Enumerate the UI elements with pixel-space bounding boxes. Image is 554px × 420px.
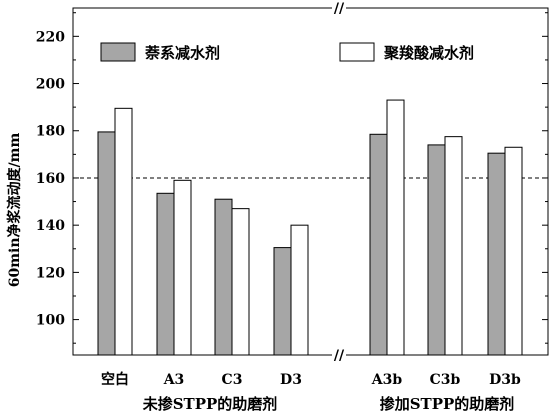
- legend-swatch-naphthalene: [100, 42, 136, 62]
- legend: 萘系减水剂 聚羧酸减水剂: [100, 42, 474, 62]
- y-tick-label: 140: [36, 218, 65, 234]
- x-tick-label: A3b: [371, 372, 403, 388]
- bar-萘系减水剂-C3: [214, 198, 233, 356]
- bar-萘系减水剂-空白: [97, 131, 116, 356]
- bar-聚羧酸减水剂-C3b: [444, 136, 463, 356]
- axis-break-gap: [332, 352, 346, 358]
- bar-萘系减水剂-A3: [156, 192, 175, 356]
- y-tick-label: 200: [36, 77, 65, 93]
- axis-break-mark: //: [334, 1, 345, 17]
- plot-frame: [72, 7, 549, 356]
- legend-swatch-polycarboxylate: [339, 42, 375, 62]
- group-label-without-stpp: 未掺STPP的助磨剂: [142, 395, 278, 413]
- bar-聚羧酸减水剂-空白: [114, 107, 133, 356]
- x-tick-label: A3: [163, 372, 185, 388]
- axis-layer: 空白 A3 C3 D3 A3b C3b D3b 100 120 140 160 180 200 220 //…: [36, 1, 549, 388]
- x-tick-label: 空白: [101, 371, 129, 388]
- plot-area: [73, 99, 548, 356]
- y-tick-label: 180: [36, 124, 65, 140]
- bar-聚羧酸减水剂-C3: [231, 208, 250, 356]
- bar-萘系减水剂-A3b: [369, 133, 388, 356]
- y-tick-label: 100: [36, 313, 65, 329]
- group-label-with-stpp: 掺加STPP的助磨剂: [380, 395, 515, 413]
- x-tick-label: D3: [280, 372, 302, 388]
- bar-聚羧酸减水剂-D3: [290, 224, 309, 356]
- legend-label-polycarboxylate: 聚羧酸减水剂: [383, 44, 474, 62]
- x-tick-label: C3: [222, 372, 243, 388]
- y-tick-label: 160: [36, 171, 65, 187]
- bar-聚羧酸减水剂-A3b: [386, 99, 405, 356]
- legend-label-naphthalene: 萘系减水剂: [144, 44, 220, 62]
- bar-聚羧酸减水剂-D3b: [504, 146, 523, 356]
- x-tick-label: D3b: [489, 372, 521, 388]
- bar-萘系减水剂-D3: [273, 247, 292, 356]
- y-axis-title: 60min净浆流动度/mm: [6, 133, 23, 288]
- y-tick-label: 220: [36, 29, 65, 45]
- y-tick-label: 120: [36, 265, 65, 281]
- x-tick-label: C3b: [430, 372, 461, 388]
- bar-萘系减水剂-D3b: [487, 152, 506, 356]
- axis-break-mark: //: [334, 348, 345, 364]
- bar-聚羧酸减水剂-A3: [173, 179, 192, 356]
- axis-break-gap: [332, 5, 346, 11]
- bar-萘系减水剂-C3b: [427, 144, 446, 356]
